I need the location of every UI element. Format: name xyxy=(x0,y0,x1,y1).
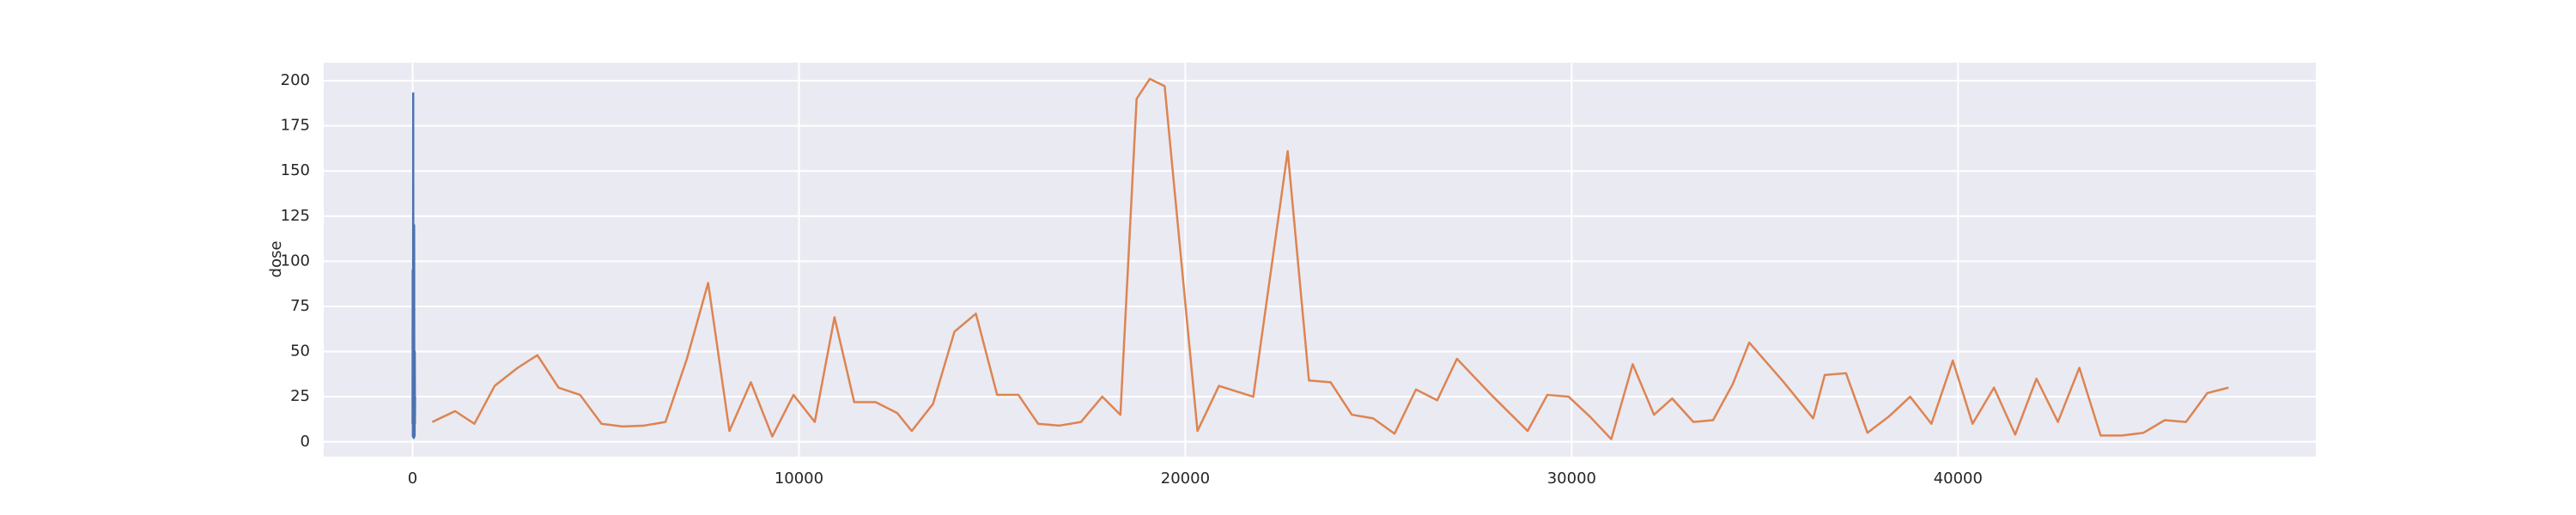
y-tick-label: 25 xyxy=(290,387,310,405)
x-tick-label: 10000 xyxy=(775,470,823,488)
x-tick-label: 0 xyxy=(408,470,417,488)
y-tick-label: 100 xyxy=(281,251,310,270)
y-tick-label: 175 xyxy=(281,117,310,135)
y-axis-label: dose xyxy=(267,241,285,278)
y-tick-label: 50 xyxy=(290,342,310,360)
series-line xyxy=(431,77,2229,440)
y-tick-label: 200 xyxy=(281,71,310,89)
plot-area xyxy=(324,63,2316,457)
y-tick-label: 75 xyxy=(290,297,310,315)
y-tick-label: 150 xyxy=(281,161,310,179)
series-line xyxy=(411,92,416,439)
x-tick-label: 40000 xyxy=(1934,470,1983,488)
y-tick-label: 125 xyxy=(281,207,310,225)
y-tick-label: 0 xyxy=(301,433,310,451)
x-tick-label: 30000 xyxy=(1547,470,1596,488)
x-tick-label: 20000 xyxy=(1161,470,1210,488)
